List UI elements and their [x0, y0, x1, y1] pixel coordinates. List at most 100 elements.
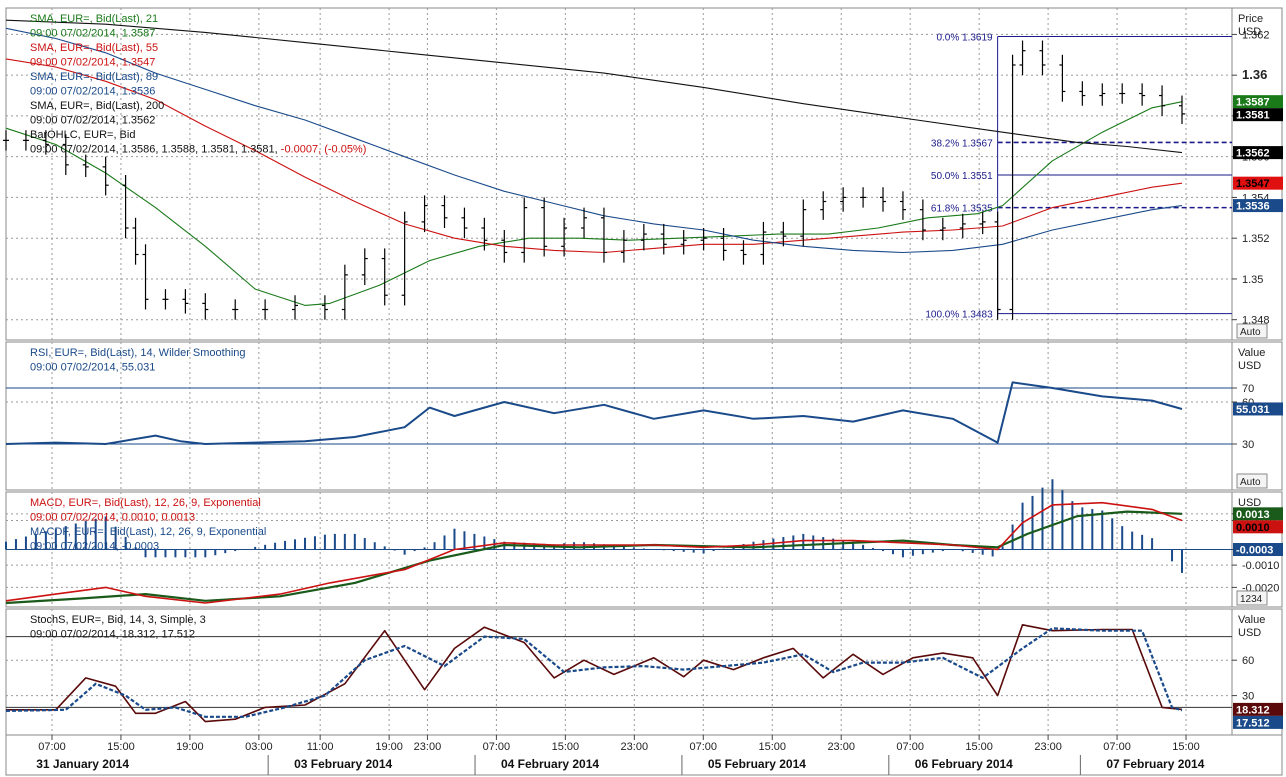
stoch-k-line: [6, 623, 1183, 723]
time-tick-label: 03:00: [245, 741, 273, 753]
value-tag: [1233, 199, 1283, 213]
value-tag-label: 17.512: [1236, 717, 1270, 729]
axis-tick-label: 60: [1242, 655, 1254, 667]
time-tick-label: 19:00: [375, 741, 403, 753]
value-tag-label: 1.3581: [1236, 110, 1270, 122]
axis-header-label: USD: [1238, 360, 1261, 372]
legend-entry: 09:00 07/02/2014, 1.3586, 1.3588, 1.3581…: [30, 144, 366, 156]
date-label: 06 February 2014: [915, 757, 1013, 771]
time-tick-label: 15:00: [965, 741, 993, 753]
value-tag-label: 18.312: [1236, 704, 1270, 716]
axis-tick-label: 1.362: [1242, 29, 1270, 41]
time-tick-label: 07:00: [690, 741, 718, 753]
fibonacci-label: 0.0% 1.3619: [936, 32, 993, 43]
time-axis-frame: [5, 734, 1283, 776]
value-axes: 1.3621.361.3581.3561.3541.3521.351.348Pr…: [1232, 13, 1283, 729]
date-label: 31 January 2014: [36, 757, 129, 771]
value-tag-label: 0.0010: [1236, 522, 1270, 534]
stochastic-panel[interactable]: [5, 623, 1183, 723]
value-tag-label: 55.031: [1236, 404, 1270, 416]
value-tag-label: 1.3547: [1236, 178, 1270, 190]
legend-change-value: -0.0007, (-0.05%): [281, 144, 367, 156]
axis-tick-label: 1.36: [1242, 67, 1267, 82]
scale-mode-button: [1236, 323, 1268, 339]
value-tag-label: 0.0013: [1236, 509, 1270, 521]
axis-tick-label: 1.35: [1242, 274, 1263, 286]
date-label: 05 February 2014: [708, 757, 806, 771]
legend-entry: 09:00 07/02/2014, 1.3587: [30, 28, 155, 40]
legend-entry: SMA, EUR=, Bid(Last), 89: [30, 71, 158, 83]
time-tick-label: 15:00: [107, 741, 135, 753]
scale-mode-label: 1234: [1240, 594, 1263, 605]
time-tick-label: 23:00: [827, 741, 855, 753]
time-tick-label: 19:00: [176, 741, 204, 753]
fibonacci-label: 50.0% 1.3551: [931, 171, 993, 182]
macd-panel[interactable]: [5, 479, 1183, 605]
legend-entry: SMA, EUR=, Bid(Last), 200: [30, 100, 164, 112]
rsi-panel-frame: [5, 341, 1233, 491]
value-tag: [1233, 402, 1283, 416]
rsi-axis-frame: [1231, 341, 1283, 491]
legend-entry: SMA, EUR=, Bid(Last), 21: [30, 13, 158, 25]
fibonacci-label: 38.2% 1.3567: [931, 138, 993, 149]
time-tick-label: 07:00: [1103, 741, 1131, 753]
legend-entry: MACD, EUR=, Bid(Last), 12, 26, 9, Expone…: [30, 497, 261, 509]
value-tag: [1233, 95, 1283, 109]
value-tag: [1233, 176, 1283, 190]
legend-entry: 09:00 07/02/2014, 18.312, 17.512: [30, 629, 195, 641]
date-label: 03 February 2014: [294, 757, 392, 771]
value-tag: [1233, 108, 1283, 122]
value-tag-label: -0.0003: [1236, 545, 1273, 557]
time-axis: 07:00 15:00 19:00 03:00 11:00 19:00 23:00 07:00…: [5, 734, 1283, 776]
axis-header-label: Value: [1238, 347, 1265, 359]
time-tick-label: 11:00: [307, 741, 334, 753]
fibonacci-label: 100.0% 1.3483: [925, 310, 993, 321]
legend-entry: SMA, EUR=, Bid(Last), 55: [30, 42, 158, 54]
time-tick-label: 07:00: [896, 741, 924, 753]
axis-header-label: USD: [1238, 497, 1261, 509]
time-tick-label: 15:00: [758, 741, 786, 753]
stoch-d-line: [5, 627, 1183, 718]
time-tick-label: 23:00: [414, 741, 442, 753]
date-label: 04 February 2014: [501, 757, 599, 771]
date-label: 07 February 2014: [1106, 757, 1204, 771]
value-tag: [1233, 146, 1283, 160]
macd-line: [5, 501, 1183, 604]
axis-header-label: Value: [1238, 614, 1265, 626]
legend-entry: 09:00 07/02/2014, 1.3547: [30, 57, 155, 69]
legend-entry: 09:00 07/02/2014, 1.3536: [30, 86, 155, 98]
legend-entry: 09:00 07/02/2014, -0.0003: [30, 541, 159, 553]
axis-tick-label: 1.352: [1242, 233, 1270, 245]
axis-header-label: USD: [1238, 26, 1261, 38]
legend-entry: RSI, EUR=, Bid(Last), 14, Wilder Smoothi…: [30, 347, 246, 359]
fibonacci-label: 61.8% 1.3535: [931, 204, 993, 215]
legend-entry: 09:00 07/02/2014, 0.0010, 0.0013: [30, 512, 195, 524]
axis-tick-label: -0.0010: [1242, 560, 1279, 572]
axis-header-label: Price: [1238, 13, 1263, 25]
axis-tick-label: 70: [1242, 383, 1254, 395]
legend-entry: MACDF, EUR=, Bid(Last), 12, 26, 9, Expon…: [30, 526, 266, 538]
price-panel[interactable]: 0.0% 1.3619 38.2% 1.3567 50.0% 1.3551 61.8%…: [3, 19, 1232, 321]
time-tick-label: 23:00: [1034, 741, 1062, 753]
value-tag: [1233, 520, 1283, 534]
time-tick-label: 23:00: [621, 741, 649, 753]
time-tick-label: 07:00: [483, 741, 511, 753]
scale-mode-button: [1236, 590, 1268, 606]
value-tag: [1233, 715, 1283, 729]
price-panel-frame: [5, 7, 1233, 341]
value-tag-label: 1.3587: [1236, 97, 1270, 109]
value-tag: [1233, 702, 1283, 716]
price-series-line: [5, 19, 1183, 154]
axis-tick-label: 30: [1242, 439, 1254, 451]
legends: SMA, EUR=, Bid(Last), 21 09:00 07/02/2014…: [30, 13, 366, 641]
rsi-line: [5, 381, 1183, 445]
grid-lines: [6, 8, 1232, 735]
legend-entry: BarOHLC, EUR=, Bid: [30, 129, 135, 141]
rsi-panel[interactable]: [5, 381, 1183, 445]
scale-mode-label: Auto: [1240, 477, 1261, 488]
axis-tick-label: 30: [1242, 691, 1254, 703]
legend-entry: 09:00 07/02/2014, 55.031: [30, 362, 155, 374]
time-tick-label: 07:00: [38, 741, 66, 753]
value-tag-label: 1.3536: [1236, 201, 1270, 213]
price-axis-frame: [1231, 7, 1283, 341]
